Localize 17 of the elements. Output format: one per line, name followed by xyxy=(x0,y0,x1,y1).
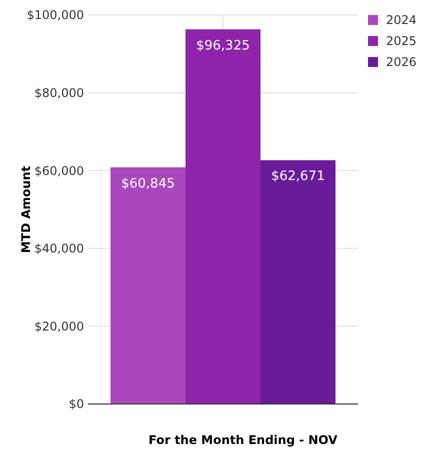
data-label: $96,325 xyxy=(196,38,250,54)
bar xyxy=(186,29,260,404)
y-axis-title: MTD Amount xyxy=(19,166,33,254)
bar xyxy=(260,160,336,404)
y-tick-label: $0 xyxy=(68,397,84,412)
legend-label: 2026 xyxy=(386,55,417,70)
x-axis-title: For the Month Ending - NOV xyxy=(148,433,338,447)
data-label: $60,845 xyxy=(121,176,175,192)
y-tick-label: $20,000 xyxy=(34,319,84,334)
y-tick-label: $40,000 xyxy=(34,242,84,256)
data-label: $62,671 xyxy=(271,169,325,184)
legend-label: 2025 xyxy=(386,34,417,48)
y-tick-label: $100,000 xyxy=(26,8,84,22)
legend-label: 2024 xyxy=(386,13,417,28)
y-tick-label: $80,000 xyxy=(34,86,84,100)
y-tick-label: $60,000 xyxy=(34,164,84,178)
bar xyxy=(110,167,186,404)
